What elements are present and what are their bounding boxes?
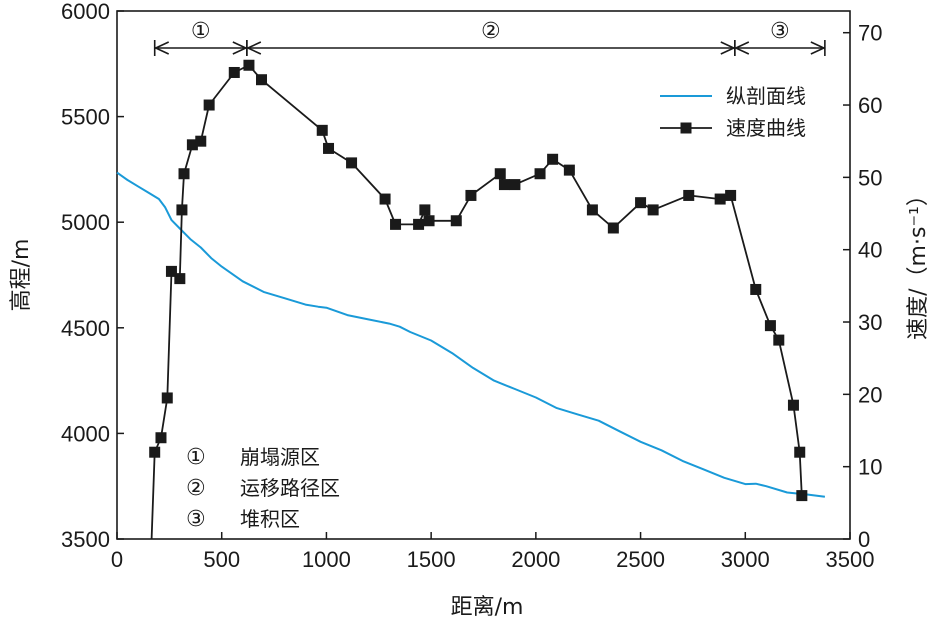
legend-marker: [680, 122, 692, 134]
speed-point: [647, 204, 659, 216]
right-y-tick-label: 0: [858, 527, 870, 552]
left-y-tick-label: 3500: [61, 527, 110, 552]
speed-point: [178, 168, 190, 180]
speed-point: [494, 168, 506, 180]
x-tick-label: 1000: [302, 547, 351, 572]
speed-point: [794, 446, 806, 458]
speed-point: [165, 265, 177, 277]
zone-arrow-left: [245, 41, 262, 55]
x-tick-label: 1500: [407, 547, 456, 572]
speed-point: [714, 193, 726, 205]
speed-point: [534, 168, 546, 180]
speed-point: [635, 197, 647, 209]
right-y-tick-label: 20: [858, 382, 882, 407]
speed-point: [323, 142, 335, 154]
x-tick-label: 3500: [826, 547, 875, 572]
x-tick-label: 500: [203, 547, 240, 572]
speed-point: [176, 204, 188, 216]
speed-point: [228, 66, 240, 78]
zone-note-text: 崩塌源区: [240, 445, 320, 469]
profile-line: [116, 171, 826, 498]
legend-label: 纵剖面线: [726, 84, 806, 108]
zone-note-text: 堆积区: [240, 507, 300, 531]
left-y-tick-label: 6000: [61, 0, 110, 24]
speed-point: [390, 218, 402, 230]
speed-point: [203, 99, 215, 111]
speed-point: [683, 189, 695, 201]
speed-point: [725, 189, 737, 201]
x-tick-label: 2000: [511, 547, 560, 572]
speed-point: [346, 157, 358, 169]
right-y-axis-title: 速度/（m·s⁻¹）: [906, 184, 931, 340]
speed-point: [750, 283, 762, 295]
left-y-tick-label: 5000: [61, 210, 110, 235]
speed-point: [563, 164, 575, 176]
x-axis-title: 距离/m: [451, 595, 524, 620]
speed-point: [186, 139, 198, 151]
speed-point: [764, 320, 776, 332]
zone-arrow-left: [733, 41, 750, 55]
right-y-tick-label: 50: [858, 165, 882, 190]
series-layer: [116, 59, 826, 540]
speed-point: [773, 334, 785, 346]
plot-area: [116, 10, 851, 540]
right-y-tick-label: 60: [858, 93, 882, 118]
zone-note-marker: ②: [186, 476, 206, 501]
zone-arrow-right: [810, 41, 826, 55]
speed-point: [316, 124, 328, 136]
speed-point: [149, 446, 161, 458]
speed-point: [413, 218, 425, 230]
speed-point: [498, 179, 510, 191]
axes-layer: 0 500 1000 1500 2000 2500 3000 3500350040004500…: [61, 0, 882, 572]
x-tick-label: 3000: [721, 547, 770, 572]
speed-point: [161, 392, 173, 404]
left-y-tick-label: 4000: [61, 421, 110, 446]
x-tick-label: 0: [111, 547, 123, 572]
speed-point: [243, 59, 255, 71]
zone-arrow-right: [720, 41, 736, 55]
left-y-tick-label: 4500: [61, 316, 110, 341]
zone-arrow-right: [232, 41, 248, 55]
speed-point: [509, 179, 521, 191]
right-y-tick-label: 70: [858, 21, 882, 46]
zone-note-marker: ③: [186, 507, 206, 532]
left-y-axis-title: 高程/m: [9, 239, 34, 312]
speed-point: [547, 153, 559, 165]
speed-point: [607, 222, 619, 234]
right-y-tick-label: 10: [858, 455, 882, 480]
speed-point: [256, 74, 268, 86]
zone-notes: ① 崩塌源区 ② 运移路径区 ③ 堆积区: [186, 445, 340, 532]
right-y-tick-label: 30: [858, 310, 882, 335]
speed-point: [586, 204, 598, 216]
zone-marker: ③: [770, 19, 790, 44]
plot-frame: [116, 10, 851, 540]
zone-arrow-left: [153, 41, 170, 55]
left-y-tick-label: 5500: [61, 105, 110, 130]
speed-point: [787, 399, 799, 411]
right-y-tick-label: 40: [858, 238, 882, 263]
speed-point: [419, 204, 431, 216]
speed-point: [379, 193, 391, 205]
zone-note-text: 运移路径区: [240, 476, 340, 500]
zone-marker: ②: [481, 19, 501, 44]
speed-point: [423, 215, 435, 227]
speed-point: [465, 189, 477, 201]
speed-point: [450, 215, 462, 227]
speed-point: [796, 490, 808, 502]
zone-marker: ①: [191, 19, 211, 44]
speed-point: [174, 273, 186, 285]
x-tick-label: 2500: [616, 547, 665, 572]
speed-point: [195, 135, 207, 147]
zone-note-marker: ①: [186, 445, 206, 470]
legend-label: 速度曲线: [726, 116, 806, 140]
zone-annotations: ① ② ③: [153, 19, 826, 56]
speed-point: [155, 432, 167, 444]
